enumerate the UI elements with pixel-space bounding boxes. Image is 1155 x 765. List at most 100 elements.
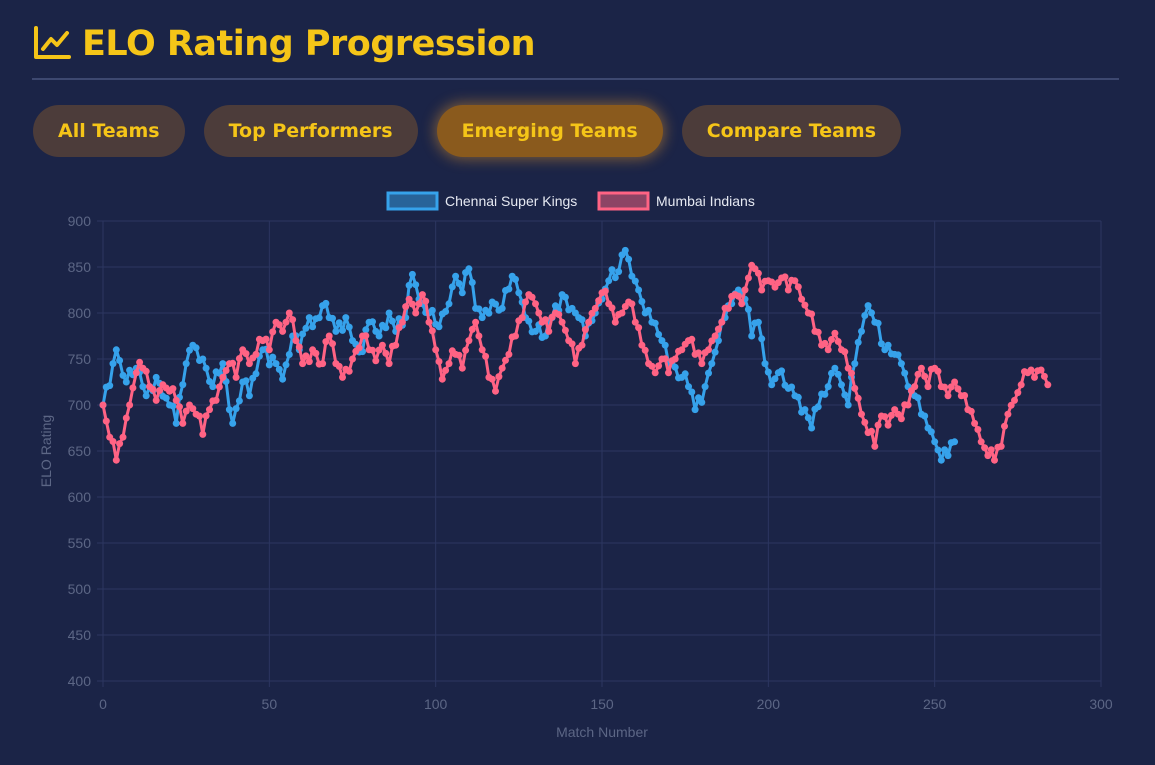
data-point bbox=[385, 360, 393, 368]
data-point bbox=[631, 277, 639, 285]
data-point bbox=[628, 272, 636, 280]
header: ELO Rating Progression bbox=[32, 22, 1119, 80]
data-point bbox=[824, 346, 832, 354]
data-point bbox=[442, 308, 450, 315]
y-axis-label: ELO Rating bbox=[38, 415, 54, 487]
data-point bbox=[142, 367, 150, 375]
data-point bbox=[478, 314, 486, 322]
data-point bbox=[897, 360, 905, 368]
data-point bbox=[395, 324, 403, 332]
data-point bbox=[242, 377, 250, 385]
data-point bbox=[295, 343, 303, 351]
data-point bbox=[245, 392, 253, 400]
data-point bbox=[448, 283, 456, 291]
data-point bbox=[339, 326, 346, 334]
data-point bbox=[196, 412, 203, 420]
data-point bbox=[611, 274, 619, 282]
data-point bbox=[252, 350, 260, 358]
data-point bbox=[758, 286, 766, 294]
data-point bbox=[532, 300, 539, 308]
data-point bbox=[219, 360, 227, 368]
data-point bbox=[329, 340, 336, 348]
data-point bbox=[465, 265, 473, 273]
y-tick-label: 850 bbox=[68, 259, 92, 275]
data-point bbox=[269, 353, 277, 361]
data-point bbox=[595, 297, 603, 305]
data-point bbox=[671, 363, 679, 371]
data-point bbox=[428, 327, 436, 335]
chart-axes: 400 450 500 550 600 650 700 750 800 850 900 0 50 100 1… bbox=[38, 213, 1113, 740]
data-point bbox=[665, 369, 672, 377]
data-point bbox=[698, 360, 706, 368]
data-point bbox=[585, 318, 593, 326]
data-point bbox=[655, 331, 663, 338]
data-point bbox=[535, 309, 543, 317]
data-point bbox=[362, 332, 370, 340]
data-point bbox=[235, 397, 243, 405]
data-point bbox=[927, 428, 935, 436]
data-point bbox=[482, 352, 490, 360]
data-point bbox=[206, 406, 213, 414]
tab-all-teams[interactable]: All Teams bbox=[33, 105, 185, 157]
data-point bbox=[877, 340, 885, 348]
data-point bbox=[987, 446, 995, 454]
data-point bbox=[1014, 389, 1022, 397]
data-point bbox=[944, 392, 952, 400]
data-point bbox=[169, 402, 177, 410]
data-point bbox=[868, 309, 875, 317]
data-point bbox=[625, 255, 633, 263]
data-point bbox=[518, 314, 526, 322]
data-point bbox=[904, 401, 912, 409]
data-point bbox=[179, 419, 187, 427]
data-point bbox=[861, 312, 869, 319]
data-point bbox=[152, 396, 160, 404]
data-point bbox=[851, 384, 859, 392]
data-point bbox=[206, 378, 213, 385]
data-point bbox=[678, 346, 686, 354]
data-point bbox=[272, 360, 280, 368]
data-point bbox=[325, 332, 333, 340]
tab-compare-teams[interactable]: Compare Teams bbox=[681, 105, 902, 157]
data-point bbox=[392, 341, 400, 349]
data-point bbox=[375, 332, 383, 340]
data-point bbox=[398, 318, 406, 326]
data-point bbox=[971, 419, 979, 427]
data-point bbox=[302, 324, 310, 332]
data-point bbox=[821, 339, 829, 347]
data-point bbox=[701, 383, 709, 391]
x-tick-label: 250 bbox=[923, 696, 947, 712]
data-point bbox=[591, 304, 599, 312]
data-point bbox=[472, 318, 480, 326]
elo-chart-container: 400 450 500 550 600 650 700 750 800 850 900 0 50 100 1… bbox=[0, 180, 1155, 760]
tab-top-performers[interactable]: Top Performers bbox=[203, 105, 418, 157]
data-point bbox=[235, 355, 243, 362]
data-point bbox=[611, 318, 619, 326]
y-tick-label: 750 bbox=[68, 351, 92, 367]
data-point bbox=[685, 383, 692, 391]
data-point bbox=[119, 433, 127, 441]
data-point bbox=[628, 300, 636, 308]
data-point bbox=[282, 361, 290, 369]
data-point bbox=[848, 369, 855, 377]
data-point bbox=[312, 349, 320, 357]
data-point bbox=[275, 321, 283, 329]
data-point bbox=[415, 300, 423, 308]
data-point bbox=[269, 328, 277, 336]
data-point bbox=[914, 370, 922, 378]
tab-emerging-teams[interactable]: Emerging Teams bbox=[436, 105, 663, 157]
data-point bbox=[651, 319, 659, 327]
data-point bbox=[887, 411, 895, 419]
data-point bbox=[967, 407, 975, 415]
data-point bbox=[868, 427, 875, 435]
data-point bbox=[458, 364, 466, 372]
data-point bbox=[289, 316, 297, 324]
y-tick-label: 450 bbox=[68, 627, 92, 643]
data-point bbox=[189, 405, 197, 413]
data-point bbox=[645, 306, 653, 314]
data-point bbox=[541, 316, 549, 324]
y-tick-label: 600 bbox=[68, 489, 92, 505]
data-point bbox=[758, 335, 766, 343]
data-point bbox=[252, 370, 260, 378]
data-point bbox=[412, 281, 420, 289]
data-point bbox=[794, 283, 802, 291]
